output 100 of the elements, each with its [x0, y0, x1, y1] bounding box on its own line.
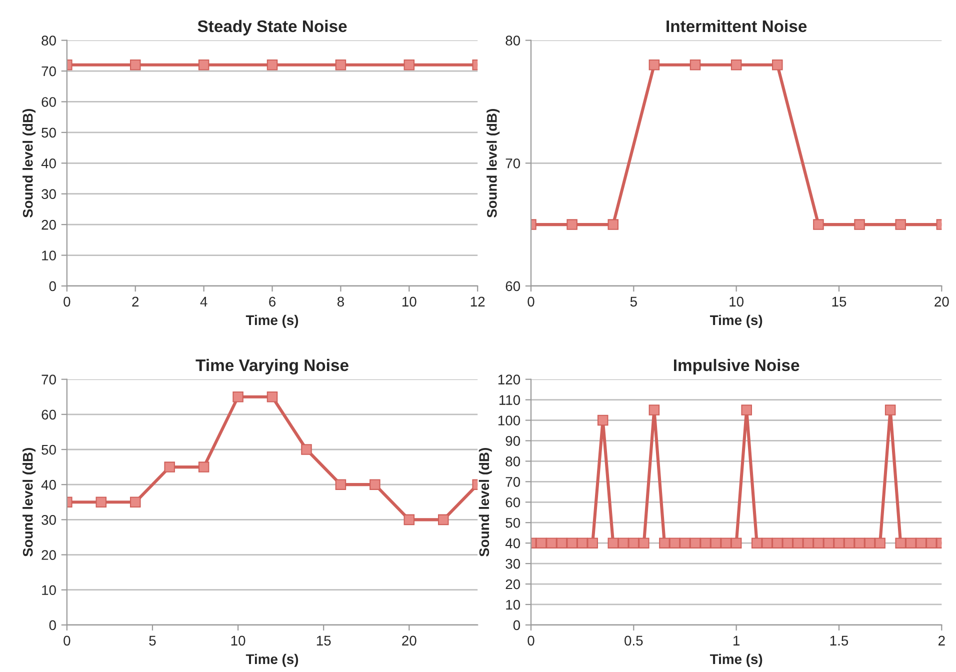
y-tick-label: 50 — [42, 444, 56, 455]
point — [772, 538, 783, 548]
point — [916, 538, 927, 548]
x-tick-label: 15 — [832, 296, 846, 307]
y-tick-label: 20 — [42, 220, 56, 230]
point — [895, 538, 906, 548]
point — [628, 538, 640, 548]
y-tick-label: 10 — [42, 585, 56, 596]
y-tick-label: 80 — [506, 456, 520, 466]
x-tick-label: 0 — [64, 296, 70, 307]
point — [546, 538, 557, 548]
point — [834, 538, 844, 548]
y-tick-label: 0 — [49, 620, 56, 630]
x-axis-title: Time (s) — [246, 314, 298, 328]
x-tick-label: 2 — [938, 636, 945, 646]
point — [762, 538, 773, 548]
x-tick-label: 1 — [734, 636, 740, 646]
y-tick-label: 30 — [42, 189, 56, 200]
y-tick-label: 90 — [506, 436, 520, 446]
x-tick-label: 12 — [470, 296, 485, 306]
chart-title: Time Varying Noise — [196, 358, 348, 375]
point — [597, 414, 608, 426]
chart-title: Steady State Noise — [198, 20, 347, 36]
x-tick-label: 5 — [630, 296, 637, 307]
point — [587, 538, 598, 548]
point — [813, 538, 824, 548]
point — [618, 538, 629, 548]
x-axis-title: Time (s) — [710, 654, 762, 667]
point — [164, 462, 175, 472]
point — [536, 538, 547, 548]
point — [266, 391, 278, 402]
point — [301, 444, 312, 455]
point — [730, 538, 742, 548]
point — [556, 538, 568, 548]
point — [720, 538, 732, 548]
point — [669, 538, 680, 548]
point — [710, 538, 722, 548]
point — [608, 538, 618, 548]
y-tick-label: 30 — [42, 515, 56, 525]
y-axis-title: Sound level (dB) — [478, 448, 492, 557]
point — [576, 538, 588, 548]
point — [844, 538, 855, 548]
y-tick-label: 100 — [498, 416, 520, 426]
x-tick-label: 4 — [200, 296, 208, 306]
x-tick-label: 8 — [337, 296, 344, 307]
point — [638, 538, 650, 548]
point — [648, 404, 660, 416]
point — [823, 538, 834, 548]
point — [659, 538, 670, 548]
point — [926, 538, 937, 548]
y-tick-label: 50 — [42, 128, 56, 138]
x-tick-label: 10 — [231, 636, 246, 646]
y-tick-label: 70 — [506, 477, 520, 487]
y-axis-title: Sound level (dB) — [486, 109, 500, 218]
point — [864, 538, 876, 548]
y-tick-label: 20 — [506, 579, 520, 590]
point — [751, 538, 762, 548]
y-tick-label: 70 — [42, 66, 56, 76]
point — [690, 538, 701, 548]
x-tick-label: 10 — [730, 296, 744, 307]
x-tick-label: 6 — [269, 296, 276, 307]
chart-title: Impulsive Noise — [674, 358, 800, 374]
y-tick-label: 10 — [506, 600, 520, 610]
point — [854, 538, 865, 548]
y-tick-label: 40 — [41, 480, 56, 490]
x-tick-label: 20 — [402, 636, 416, 646]
point — [884, 404, 896, 416]
x-tick-label: 0 — [528, 636, 534, 646]
point — [335, 479, 346, 490]
x-axis-title: Time (s) — [246, 654, 298, 667]
point — [741, 404, 752, 416]
x-tick-label: 10 — [402, 296, 416, 307]
x-tick-label: 0 — [64, 636, 70, 646]
y-tick-label: 30 — [506, 558, 520, 569]
y-tick-label: 0 — [513, 620, 520, 630]
y-tick-label: 80 — [506, 36, 520, 46]
y-tick-label: 50 — [506, 518, 520, 528]
point — [700, 538, 711, 548]
point — [96, 496, 107, 508]
y-axis-title: Sound level (dB) — [22, 448, 36, 557]
x-tick-label: 5 — [149, 636, 156, 646]
point — [792, 538, 804, 548]
y-tick-label: 60 — [42, 97, 56, 107]
point — [198, 462, 210, 472]
point — [782, 538, 794, 548]
x-tick-label: 1.5 — [830, 636, 848, 646]
y-tick-label: 10 — [42, 250, 56, 260]
y-tick-label: 60 — [506, 497, 520, 508]
y-tick-label: 60 — [506, 281, 520, 292]
point — [874, 538, 886, 548]
y-tick-label: 40 — [41, 158, 56, 168]
point — [905, 538, 916, 548]
x-tick-label: 0.5 — [624, 636, 643, 646]
x-tick-label: 2 — [132, 296, 139, 306]
y-tick-label: 20 — [42, 550, 56, 560]
x-axis-title: Time (s) — [710, 314, 762, 328]
point — [438, 514, 449, 526]
x-tick-label: 15 — [316, 636, 331, 646]
y-tick-label: 0 — [49, 281, 56, 292]
y-tick-label: 40 — [505, 538, 520, 548]
